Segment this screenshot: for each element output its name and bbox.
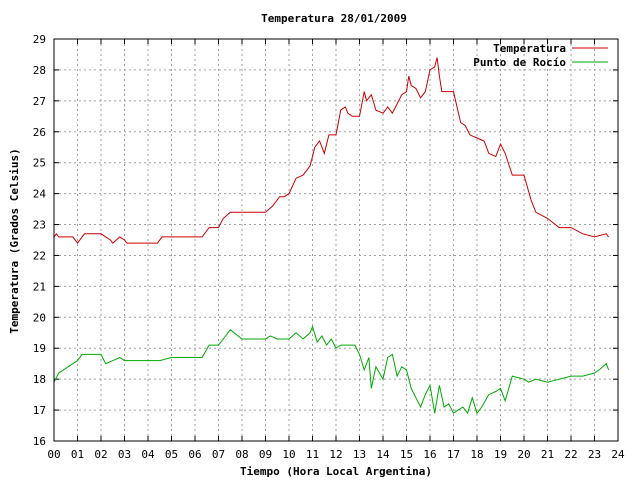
x-tick-label: 23 xyxy=(588,448,601,461)
y-tick-label: 28 xyxy=(33,64,46,77)
plot-frame xyxy=(53,38,619,442)
x-tick-label: 11 xyxy=(306,448,319,461)
x-tick-label: 14 xyxy=(376,448,390,461)
x-tick-label: 06 xyxy=(188,448,201,461)
axis-ticks: 00 01 02 03 04 05 06 07 08 09 10 11 12 13 14 15 16 17 18 19… xyxy=(33,33,625,461)
series-line-punto-de-rocio xyxy=(53,325,610,415)
series-line-temperatura xyxy=(53,57,610,244)
x-tick-label: 19 xyxy=(494,448,507,461)
x-tick-label: 12 xyxy=(329,448,342,461)
y-tick-label: 20 xyxy=(33,311,46,324)
x-tick-label: 00 xyxy=(47,448,60,461)
grid-lines xyxy=(54,39,618,441)
y-tick-label: 26 xyxy=(33,126,46,139)
y-tick-label: 23 xyxy=(33,219,46,232)
x-axis-label: Tiempo (Hora Local Argentina) xyxy=(240,465,432,478)
y-tick-label: 19 xyxy=(33,342,46,355)
chart-title: Temperatura 28/01/2009 xyxy=(261,12,407,25)
x-tick-label: 08 xyxy=(235,448,248,461)
x-tick-label: 24 xyxy=(611,448,625,461)
x-tick-label: 18 xyxy=(470,448,483,461)
y-tick-label: 21 xyxy=(33,280,46,293)
x-tick-label: 09 xyxy=(259,448,272,461)
y-tick-label: 27 xyxy=(33,95,46,108)
legend-label: Punto de Rocío xyxy=(473,56,566,69)
y-tick-label: 25 xyxy=(33,157,46,170)
y-tick-label: 16 xyxy=(33,435,46,448)
x-tick-label: 07 xyxy=(212,448,225,461)
legend-label: Temperatura xyxy=(493,42,566,55)
y-axis-label: Temperatura (Grados Celsius) xyxy=(8,148,21,333)
x-tick-label: 20 xyxy=(517,448,530,461)
x-tick-label: 22 xyxy=(564,448,577,461)
y-tick-label: 29 xyxy=(33,33,46,46)
x-tick-label: 02 xyxy=(94,448,107,461)
x-tick-label: 21 xyxy=(541,448,554,461)
x-tick-label: 10 xyxy=(282,448,295,461)
x-tick-label: 15 xyxy=(400,448,413,461)
y-tick-label: 22 xyxy=(33,249,46,262)
y-tick-label: 18 xyxy=(33,373,46,386)
y-tick-label: 24 xyxy=(33,188,47,201)
series-lines xyxy=(53,57,610,415)
x-tick-label: 17 xyxy=(447,448,460,461)
y-tick-label: 17 xyxy=(33,404,46,417)
x-tick-label: 05 xyxy=(165,448,178,461)
x-tick-label: 01 xyxy=(71,448,84,461)
x-tick-label: 13 xyxy=(353,448,366,461)
x-tick-label: 03 xyxy=(118,448,131,461)
x-tick-label: 16 xyxy=(423,448,436,461)
x-tick-label: 04 xyxy=(141,448,155,461)
